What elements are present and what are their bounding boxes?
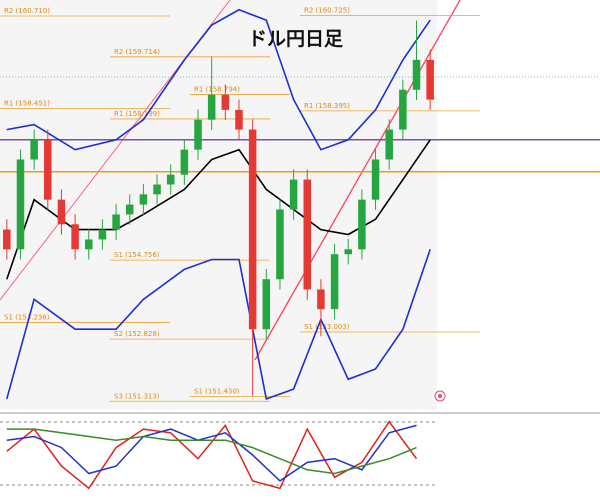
icon [438, 394, 442, 398]
candle-body [98, 229, 107, 240]
candle-body [426, 59, 434, 100]
plot-area [0, 0, 437, 410]
candle-body [112, 214, 120, 230]
pivot-label: S1 (151.430) [194, 387, 240, 395]
candle-body [385, 129, 393, 160]
candle-body [3, 229, 11, 250]
candle-body [221, 94, 230, 110]
pivot-label: S1 (154.756) [114, 251, 160, 259]
candle-body [303, 179, 312, 290]
candle-body [44, 139, 52, 200]
candle-body [71, 224, 79, 250]
candle-body [330, 254, 339, 310]
pivot-label: R2 (160.725) [304, 6, 350, 14]
indicator-line [6, 8, 431, 151]
candle-body [139, 194, 148, 205]
candle-body [85, 239, 93, 250]
marks: R2 (160.710) R1 (158.451) S1 (153.236) R2 (… [0, 6, 600, 490]
pivot-label: S3 (151.313) [114, 392, 160, 400]
candle-body [262, 279, 271, 330]
oscillator-line [6, 428, 417, 475]
chart-title: ドル円日足 [248, 28, 344, 50]
pivot-label: S2 (152.828) [114, 330, 160, 338]
candle-body [344, 249, 352, 255]
candle-body [194, 119, 202, 150]
candle-body [317, 289, 325, 310]
candle-body [235, 109, 243, 130]
candle-body [276, 209, 284, 280]
candle-body [248, 129, 257, 330]
candle-body [153, 184, 161, 195]
pivot-label: R1 (158.451) [4, 100, 50, 108]
pivot-label: S1 (153.003) [304, 323, 350, 331]
pivot-label: R2 (159.714) [114, 48, 160, 56]
pivot-label: R2 (160.710) [4, 7, 50, 15]
candle-body [289, 179, 298, 210]
pivot-label: S1 (153.236) [4, 313, 50, 321]
candle-body [57, 199, 66, 225]
oscillator-line [6, 424, 417, 482]
candle-body [207, 94, 216, 120]
candle-body [16, 159, 25, 250]
pivot-label: R1 (158.794) [194, 86, 240, 94]
candle-body [166, 174, 175, 185]
candle-body [125, 204, 134, 215]
candle-body [399, 89, 407, 130]
indicator-line [6, 249, 431, 400]
pivot-label: R1 (158.395) [304, 102, 350, 110]
candle-body [180, 149, 189, 175]
candle-body [412, 59, 421, 90]
candle-body [30, 139, 38, 160]
trendline [254, 0, 461, 361]
pivot-label: R1 (158.199) [114, 110, 160, 118]
candle-body [358, 199, 366, 250]
icon [434, 390, 446, 402]
candle-body [371, 159, 380, 200]
